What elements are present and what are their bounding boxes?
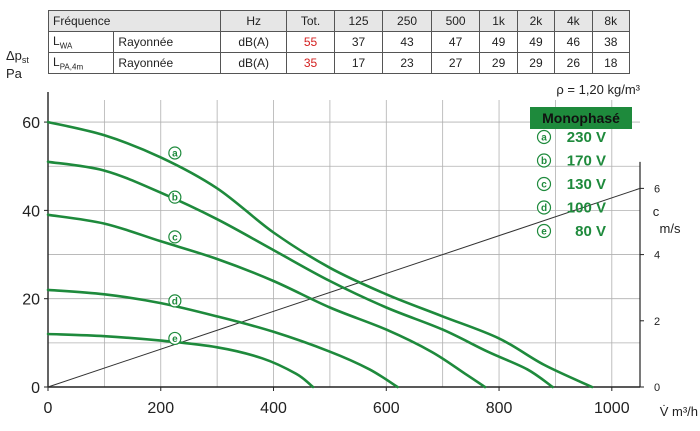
table-row: LWA Rayonnée dB(A) 55 37 43 47 49 49 46 … [47,31,631,53]
symbol-sub: PA,4m [59,62,84,72]
y-tick-label: 60 [22,115,40,132]
y2-tick-label: 6 [654,183,660,195]
y-tick-label: 0 [31,380,40,397]
row-value: 37 [333,31,384,53]
curve-marker-letter: b [172,193,178,204]
band-header: 1k [479,10,518,32]
symbol-main: L [53,33,60,48]
row-value: 38 [591,31,631,53]
table-header-row: Fréquence Hz Tot. 125 250 500 1k 2k 4k 8… [48,10,631,32]
band-header: 4k [554,10,593,32]
legend-entry-label: 170 V [567,153,606,170]
row-value: 49 [516,31,556,53]
legend-marker-circle [536,200,552,215]
x-tick-label: 400 [260,400,287,417]
x-tick-label: 1000 [594,400,630,417]
row-value: 49 [479,31,518,53]
row-symbol: LPA,4m [47,52,115,74]
symbol-sub: WA [59,41,73,51]
x-axis-label: V̇ m³/h [660,404,698,419]
row-value: 18 [591,52,631,74]
legend-entry-label: 80 V [575,223,606,240]
y2-tick-label: 4 [654,250,660,262]
row-value: 46 [554,31,593,53]
y2-tick-label: 2 [654,316,660,328]
row-symbol: LWA [47,31,115,53]
y2-tick-label: 0 [654,382,660,394]
legend-marker-letter: d [541,203,547,214]
legend-entry-label: 130 V [567,176,606,193]
y-tick-label: 40 [22,203,40,220]
legend-marker-circle [536,129,552,145]
row-value: 23 [382,52,432,74]
x-tick-label: 0 [44,400,53,417]
legend-marker-circle [536,176,552,192]
curve-marker-circle [168,331,182,346]
x-tick-label: 200 [147,400,174,417]
curve-e [46,332,315,389]
legend-marker-letter: e [541,227,547,238]
curve-d [46,288,399,389]
legend-entry-label: 100 V [567,200,606,217]
row-total: 35 [286,52,335,74]
legend-title: Monophasé [542,110,620,126]
curve-marker-letter: c [172,232,178,243]
band-header: 250 [382,10,432,32]
y2-axis-label: c [653,204,660,219]
symbol-main: L [53,54,60,69]
x-tick-label: 800 [486,400,513,417]
legend-marker-letter: a [541,133,547,144]
y-axis-label: Δpst [6,48,29,65]
y-tick-label: 20 [22,292,40,309]
total-header: Tot. [286,10,335,32]
row-unit: dB(A) [219,52,288,74]
y-axis-label-sub: st [22,55,30,65]
row-value: 17 [333,52,384,74]
legend-marker-letter: b [541,156,547,167]
row-value: 29 [516,52,556,74]
legend-marker-letter: c [541,180,547,191]
curve-c [46,213,487,389]
axes [47,92,641,388]
curve-marker-circle [168,294,182,308]
y2-axis-unit: m/s [660,221,681,236]
curve-marker-letter: d [172,296,178,307]
row-value: 43 [382,31,432,53]
frequency-label: Fréquence [48,10,221,32]
row-desc: Rayonnée [113,52,221,74]
curve-a [46,120,594,389]
curve-markers: a b c d e [168,146,182,346]
density-note: ρ = 1,20 kg/m³ [556,82,640,97]
curve-marker-circle [168,190,182,204]
row-unit: dB(A) [219,31,288,53]
legend: Monophasé a 230 V b 170 V c 130 V d 100 V e 80 V [530,107,632,240]
row-desc: Rayonnée [113,31,221,53]
curve-marker-circle [168,146,182,160]
row-value: 26 [554,52,593,74]
x-tick-label: 600 [373,400,400,417]
legend-marker-circle [536,223,552,239]
unit-header: Hz [219,10,288,32]
table-row: LPA,4m Rayonnée dB(A) 35 17 23 27 29 29 … [47,52,631,74]
curve-marker-letter: e [172,334,178,345]
band-header: 500 [430,10,481,32]
y-axis-label-main: Δp [6,48,22,63]
curve-marker-letter: a [172,148,178,159]
legend-title-box [530,107,632,129]
legend-marker-circle [536,153,552,168]
legend-entry-label: 230 V [567,129,606,146]
row-total: 55 [286,31,335,53]
row-value: 27 [430,52,481,74]
curve-b [46,160,554,389]
acoustic-spec-table: Fréquence Hz Tot. 125 250 500 1k 2k 4k 8… [47,10,631,74]
curve-marker-circle [168,230,182,244]
curves [46,120,641,389]
grid [48,100,640,387]
y-axis-unit: Pa [6,66,23,81]
